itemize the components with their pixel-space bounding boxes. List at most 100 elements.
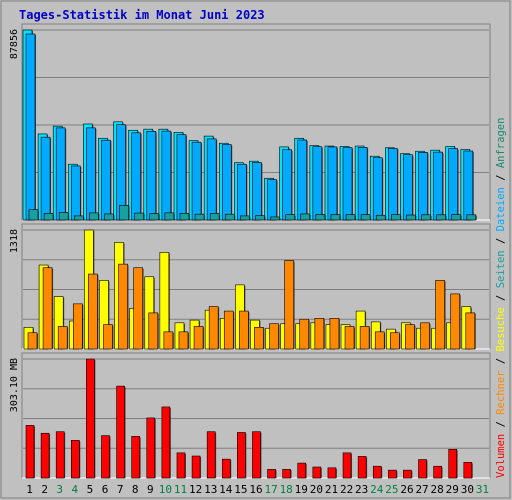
bar-seiten-day-28	[436, 214, 446, 221]
legend: Volumen / Rechner / Besuche / Seiten / D…	[495, 118, 507, 478]
x-tick-label-day-26: 26	[400, 483, 413, 496]
bar-dateien-day-13	[206, 138, 217, 221]
bar-seiten-day-18	[285, 214, 295, 221]
bar-rechner-day-16	[254, 327, 264, 350]
bar-rechner-day-10	[163, 331, 174, 350]
bar-volumen-day-12	[191, 455, 201, 479]
legend-item-sep: /	[495, 352, 507, 371]
x-tick-label-day-6: 6	[102, 483, 109, 496]
bar-volumen-day-16	[252, 431, 261, 479]
x-tick-label-day-19: 19	[295, 483, 308, 496]
bar-seiten-day-12	[194, 213, 205, 221]
bar-rechner-day-18	[284, 260, 294, 350]
x-tick-label-day-12: 12	[189, 483, 202, 496]
bar-rechner-day-30	[465, 312, 476, 350]
x-tick-label-day-22: 22	[340, 483, 353, 496]
bar-seiten-day-15	[240, 215, 250, 221]
x-tick-label-day-20: 20	[310, 483, 323, 496]
bar-rechner-day-6	[103, 324, 113, 350]
bar-seiten-day-22	[345, 214, 356, 221]
bar-seiten-day-24	[375, 214, 386, 221]
x-tick-label-day-28: 28	[431, 483, 444, 496]
bar-seiten-day-9	[149, 213, 160, 221]
bar-rechner-day-29	[450, 293, 461, 350]
bar-seiten-day-5	[89, 212, 99, 221]
bar-seiten-day-25	[391, 214, 401, 221]
bar-seiten-day-1	[28, 209, 39, 221]
x-tick-label-day-27: 27	[415, 483, 428, 496]
bar-volumen-day-11	[176, 452, 186, 479]
bar-dateien-day-30	[463, 150, 474, 221]
bar-rechner-day-27	[420, 322, 430, 350]
bar-dateien-day-10	[161, 130, 172, 221]
bar-seiten-day-23	[360, 214, 371, 221]
bar-volumen-day-17	[267, 469, 276, 479]
bar-dateien-day-17	[267, 179, 277, 221]
bar-seiten-day-16	[255, 215, 265, 221]
bar-rechner-day-3	[57, 326, 68, 350]
bar-seiten-day-8	[134, 212, 144, 221]
bar-volumen-day-24	[372, 465, 382, 479]
legend-item-volumen: Volumen	[495, 434, 507, 478]
bar-dateien-day-19	[297, 139, 308, 221]
x-tick-label-day-18: 18	[280, 483, 293, 496]
bar-volumen-day-30	[463, 461, 473, 479]
bar-rechner-day-15	[239, 310, 249, 350]
bar-seiten-day-30	[466, 214, 477, 221]
bar-dateien-day-9	[146, 131, 157, 221]
x-tick-label-day-11: 11	[174, 483, 187, 496]
x-tick-label-day-10: 10	[159, 483, 172, 496]
x-tick-label-day-15: 15	[234, 483, 247, 496]
x-tick-label-day-2: 2	[41, 483, 48, 496]
bar-dateien-day-14	[221, 144, 232, 221]
bar-seiten-day-3	[58, 212, 69, 221]
y-max-label-hits: 87856	[9, 29, 20, 59]
x-tick-label-day-9: 9	[147, 483, 154, 496]
bar-volumen-day-22	[342, 452, 352, 479]
x-tick-label-day-3: 3	[56, 483, 63, 496]
bar-rechner-day-21	[329, 318, 340, 350]
bar-dateien-day-1	[25, 33, 36, 221]
bar-seiten-day-17	[270, 216, 280, 221]
x-tick-label-day-30: 30	[461, 483, 474, 496]
bar-seiten-day-2	[43, 212, 54, 221]
bar-seiten-day-26	[406, 214, 416, 221]
bar-volumen-day-15	[237, 432, 246, 479]
bar-dateien-day-11	[176, 134, 187, 221]
bar-volumen-day-14	[221, 458, 231, 479]
bar-volumen-day-27	[418, 459, 427, 479]
bar-volumen-day-23	[357, 456, 367, 479]
y-max-label-visits: 1318	[9, 229, 20, 253]
bar-volumen-day-26	[403, 469, 412, 479]
bar-dateien-day-22	[342, 147, 353, 221]
bar-rechner-day-25	[390, 332, 400, 350]
bar-seiten-day-10	[164, 212, 175, 221]
bar-seiten-day-6	[104, 213, 114, 221]
bar-volumen-day-3	[55, 431, 65, 479]
x-tick-label-day-29: 29	[446, 483, 459, 496]
bar-volumen-day-28	[433, 465, 442, 479]
bar-seiten-day-13	[209, 213, 220, 221]
bar-volumen-day-21	[327, 467, 337, 479]
bar-dateien-day-23	[357, 147, 368, 221]
bar-rechner-day-13	[208, 306, 219, 350]
bar-rechner-day-14	[223, 310, 234, 350]
bar-dateien-day-12	[191, 141, 202, 221]
bar-seiten-day-4	[73, 215, 84, 221]
legend-item-dateien: Dateien	[495, 187, 507, 231]
bar-volumen-day-20	[312, 466, 322, 479]
bar-rechner-day-28	[435, 280, 445, 350]
bar-seiten-day-19	[300, 213, 311, 221]
bar-rechner-day-9	[148, 312, 159, 350]
x-tick-label-day-24: 24	[370, 483, 384, 496]
bar-seiten-day-14	[224, 213, 235, 221]
bar-seiten-day-29	[451, 214, 462, 221]
bar-dateien-day-15	[237, 163, 247, 221]
x-tick-label-day-14: 14	[219, 483, 233, 496]
legend-item-anfragen: Anfragen	[495, 118, 507, 169]
bar-rechner-day-17	[269, 323, 279, 350]
bar-seiten-day-20	[315, 214, 326, 221]
bar-rechner-day-4	[72, 303, 83, 350]
x-tick-label-day-25: 25	[385, 483, 398, 496]
bar-rechner-day-19	[299, 318, 310, 350]
